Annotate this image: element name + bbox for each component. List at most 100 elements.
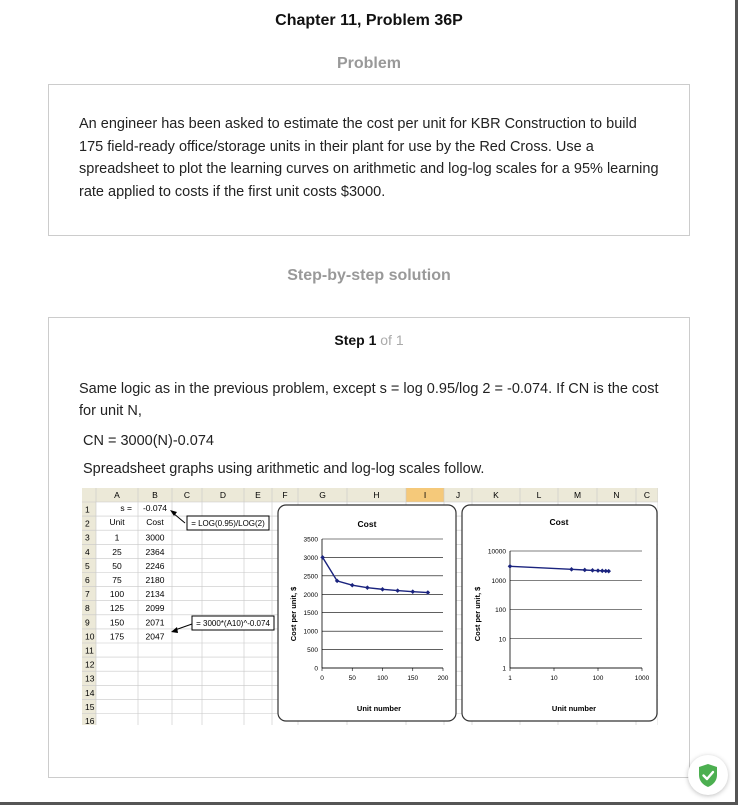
- solution-formula: CN = 3000(N)-0.074: [83, 433, 214, 449]
- data-point: [569, 567, 574, 572]
- solution-heading: Step-by-step solution: [287, 267, 451, 284]
- callout-log-arrow: [172, 512, 186, 524]
- row-number: 15: [85, 702, 95, 712]
- row-number: 12: [85, 660, 95, 670]
- row-number: 9: [85, 617, 90, 627]
- page-border-bottom: [0, 802, 738, 805]
- column-header: D: [220, 490, 226, 500]
- callout-cost: = 3000*(A10)^-0.074: [171, 615, 275, 633]
- row-number: 16: [85, 716, 95, 725]
- row-number: 1: [85, 505, 90, 515]
- cell-cost: 2099: [146, 603, 165, 613]
- step-label: Step 1: [334, 332, 377, 348]
- cell-unit: 1: [115, 533, 120, 543]
- data-point: [395, 588, 400, 593]
- callout-cost-arrow: [174, 623, 193, 631]
- cell-cost: 2071: [146, 617, 165, 627]
- cell-cost: 2180: [146, 575, 165, 585]
- cell-unit: 100: [110, 589, 124, 599]
- cell-cost: 2364: [146, 547, 165, 557]
- row-number: 5: [85, 561, 90, 571]
- chart-loglog: Cost Unit number Cost per unit, $ 1 10 100…: [461, 504, 658, 722]
- callout-log-box: [186, 515, 270, 531]
- callout-cost-text: = 3000*(A10)^-0.074: [196, 619, 270, 628]
- shield-check-icon: [699, 764, 717, 787]
- cell-unit: 75: [112, 575, 122, 585]
- column-header: M: [574, 490, 581, 500]
- y-tick-label: 3000: [304, 555, 319, 562]
- series-line: [322, 557, 428, 594]
- cell-unit: 125: [110, 603, 124, 613]
- data-point: [349, 582, 355, 588]
- data-point: [365, 585, 370, 590]
- chart-arithmetic-ylabel: Cost per unit, $: [289, 586, 298, 641]
- solution-line-3: Spreadsheet graphs using arithmetic and …: [83, 461, 485, 477]
- y-tick-label: 1000: [304, 629, 319, 636]
- y-tick-label: 3500: [304, 537, 319, 544]
- column-header: E: [255, 490, 261, 500]
- y-tick-label: 10000: [488, 549, 506, 556]
- cell-cost: 2134: [146, 589, 165, 599]
- row-number: 7: [85, 589, 90, 599]
- sheet-cells: s = -0.074 Unit Cost 1255075100125150175…: [109, 503, 167, 641]
- problem-card: An engineer has been asked to estimate t…: [48, 84, 690, 236]
- solution-card: Step 1 of 1 Same logic as in the previou…: [48, 317, 690, 778]
- row-number: 14: [85, 688, 95, 698]
- step-of: of 1: [380, 332, 404, 348]
- column-header: L: [537, 490, 542, 500]
- data-point: [603, 568, 609, 574]
- cell-header-unit: Unit: [109, 517, 125, 527]
- y-tick-label: 100: [495, 607, 506, 614]
- column-header: I: [424, 490, 426, 500]
- row-number: 4: [85, 547, 90, 557]
- y-tick-label: 0: [314, 666, 318, 673]
- column-header: N: [613, 490, 619, 500]
- y-tick-label: 1500: [304, 610, 319, 617]
- x-tick-label: 1000: [635, 675, 650, 682]
- y-tick-label: 10: [499, 636, 507, 643]
- column-header: A: [114, 490, 120, 500]
- callout-cost-box: [191, 615, 275, 631]
- column-header: J: [456, 490, 460, 500]
- data-point: [425, 590, 431, 595]
- row-number: 13: [85, 674, 95, 684]
- column-header: C: [184, 490, 190, 500]
- y-tick-label: 2500: [304, 573, 319, 580]
- y-tick-label: 1000: [492, 578, 507, 585]
- cell-cost: 2246: [146, 561, 165, 571]
- cell-unit: 150: [110, 617, 124, 627]
- data-point: [380, 587, 385, 592]
- chart-arithmetic-title: Cost: [358, 519, 377, 529]
- callout-cost-arrowhead: [171, 627, 178, 633]
- y-tick-label: 500: [307, 647, 318, 654]
- x-tick-label: 10: [550, 675, 558, 682]
- cell-cost: 2047: [146, 631, 165, 641]
- security-badge[interactable]: [688, 755, 728, 795]
- row-number: 3: [85, 533, 90, 543]
- row-number: 11: [85, 646, 94, 656]
- cell-unit: 175: [110, 631, 124, 641]
- data-point: [590, 568, 595, 573]
- selected-column-header: [406, 488, 444, 502]
- chart-loglog-xlabel: Unit number: [552, 704, 596, 713]
- row-number: 10: [85, 631, 95, 641]
- cell-s-value: -0.074: [143, 503, 167, 513]
- data-point: [582, 567, 588, 573]
- column-header: G: [319, 490, 326, 500]
- column-header: C: [644, 490, 650, 500]
- row-number: 2: [85, 519, 90, 529]
- column-header: F: [282, 490, 287, 500]
- cell-unit: 25: [112, 547, 122, 557]
- page-title: Chapter 11, Problem 36P: [275, 12, 463, 29]
- callout-log: = LOG(0.95)/LOG(2): [170, 510, 270, 531]
- data-point: [599, 568, 605, 574]
- data-point: [410, 589, 416, 594]
- column-header: K: [493, 490, 499, 500]
- x-tick-label: 0: [320, 675, 324, 682]
- row-number: 8: [85, 603, 90, 613]
- x-tick-label: 150: [407, 675, 418, 682]
- problem-heading: Problem: [336, 55, 401, 72]
- y-tick-label: 2000: [304, 592, 319, 599]
